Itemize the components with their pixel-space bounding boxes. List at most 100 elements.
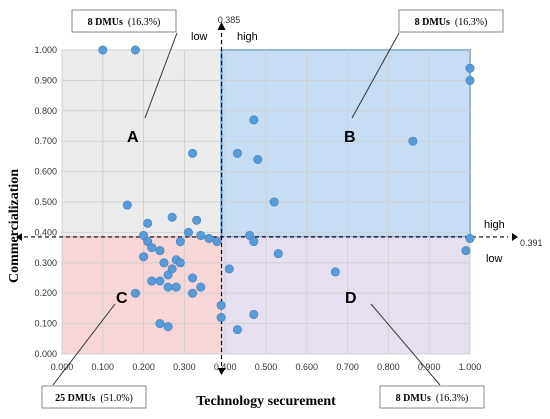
grid-lines [61,49,471,355]
callout-b-count: 8 DMUs [415,17,450,28]
data-point [175,258,185,268]
data-point [212,237,222,247]
y-tick-label: 0.700 [34,136,57,146]
data-point [188,288,198,298]
quadrant-b-region [220,49,471,238]
x-tick-label: 0.900 [418,362,441,372]
callout-lines [52,32,441,386]
data-point [249,115,259,125]
callout-box-c: 25 DMUs (51.0%) [41,385,147,409]
quadrant-label-d: D [345,290,357,307]
y-tick-label: 0.200 [34,288,57,298]
quadrant-label-c: C [116,290,128,307]
svg-text:8 DMUs(16.3%): 8 DMUs (16.3%) [396,393,469,404]
x-axis-title: Technology securement [196,394,336,409]
data-point [130,45,140,55]
quadrant-label-b: B [344,129,356,146]
quadrant-backgrounds [61,49,471,355]
data-point [147,276,157,286]
x-tick-label: 0.800 [377,362,400,372]
x-tick-label: 1.000 [459,362,482,372]
data-point [188,273,198,283]
data-point [224,264,234,274]
data-point [465,233,475,243]
y-tick-label: 0.100 [34,319,57,329]
data-point [216,313,226,323]
data-point [159,258,169,268]
top-low-label: low [191,31,208,43]
x-tick-label: 0.100 [92,362,115,372]
data-point [167,264,177,274]
data-point [130,288,140,298]
callout-b-pct: (16.3%) [455,17,488,28]
y-tick-label: 0.400 [34,227,57,237]
svg-text:25 DMUs(51.0%): 25 DMUs (51.0%) [55,393,133,404]
y-arrowhead [217,22,226,30]
data-point [167,212,177,222]
y-tick-label: 1.000 [34,45,57,55]
data-point [163,322,173,332]
data-point [98,45,108,55]
quadrant-label-a: A [127,129,139,146]
data-point [465,63,475,73]
callout-box-b: 8 DMUs (16.3%) [398,9,504,33]
quadrant-a-region [62,50,222,237]
top-high-label: high [237,31,258,43]
y-tick-label: 0.300 [34,258,57,268]
y-threshold-label: 0.385 [218,15,241,25]
data-point [465,75,475,85]
data-point [175,237,185,247]
right-low-label: low [486,253,503,265]
y-tick-label: 0.500 [34,197,57,207]
x-tick-label: 0.300 [173,362,196,372]
data-point [139,252,149,262]
x-threshold-label: 0.391 [520,238,543,248]
data-point [249,237,259,247]
data-point [273,249,283,259]
data-point [155,276,165,286]
callout-c-count: 25 DMUs [55,393,95,404]
y-tick-label: 0.000 [34,349,57,359]
data-point [188,148,198,158]
data-point [183,227,193,237]
callout-d-count: 8 DMUs [396,393,431,404]
y-tick-label: 0.900 [34,75,57,85]
data-point [249,309,259,319]
callout-box-a: 8 DMUs (16.3%) [71,9,177,33]
data-point [204,233,214,243]
data-point [147,243,157,253]
x-tick-label: 0.600 [296,362,319,372]
x-tick-label: 0.000 [51,362,74,372]
data-points [98,45,475,335]
x-tick-label: 0.400 [214,362,237,372]
x-tick-label: 0.200 [132,362,155,372]
y-axis-title: Commercialization [7,169,22,283]
data-point [232,325,242,335]
tick-labels: 0.000 0.100 0.200 0.300 0.400 0.500 0.600 0.700… [34,45,481,372]
data-point [216,300,226,310]
callout-box-d: 8 DMUs (16.3%) [379,385,485,409]
data-point [163,282,173,292]
data-point [196,282,206,292]
right-high-label: high [484,219,505,231]
data-point [461,246,471,256]
data-point [122,200,132,210]
x-left-arrowhead [16,232,22,241]
svg-text:8 DMUs(16.3%): 8 DMUs (16.3%) [415,17,488,28]
data-point [143,218,153,228]
data-point [196,230,206,240]
data-point [330,267,340,277]
quadrant-d-region [221,236,471,355]
y-tick-label: 0.800 [34,106,57,116]
x-tick-label: 0.700 [336,362,359,372]
callout-a-count: 8 DMUs [88,17,123,28]
callout-c-pct: (51.0%) [100,393,133,404]
svg-text:8 DMUs(16.3%): 8 DMUs (16.3%) [88,17,161,28]
data-point [155,246,165,256]
data-point [232,148,242,158]
data-point [171,282,181,292]
data-point [269,197,279,207]
x-tick-label: 0.500 [255,362,278,372]
data-point [408,136,418,146]
